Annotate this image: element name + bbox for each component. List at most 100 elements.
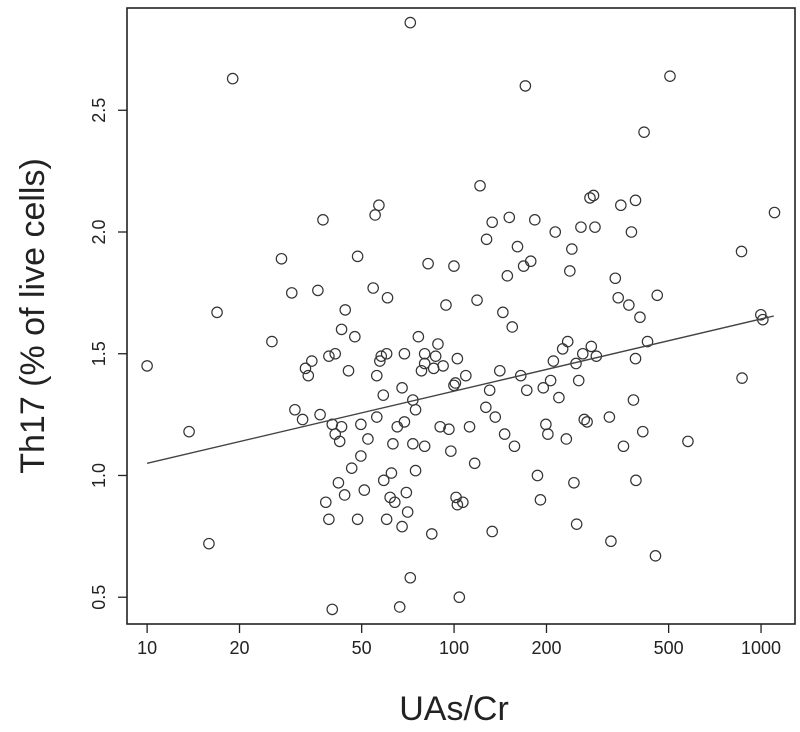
data-point [564, 265, 576, 277]
data-point [630, 474, 642, 487]
data-point [755, 308, 767, 321]
y-tick-label: 1.0 [89, 463, 109, 488]
data-point [544, 374, 557, 387]
data-point [514, 369, 527, 382]
data-point [289, 403, 301, 416]
data-point [362, 433, 374, 445]
data-point [448, 260, 460, 272]
data-point [443, 423, 455, 436]
data-point [412, 330, 425, 343]
x-axis: 10 20 50 100 200 500 1000 [137, 624, 781, 658]
data-point [576, 347, 589, 360]
data-point [457, 496, 469, 509]
data-point [370, 369, 383, 382]
data-point [380, 347, 393, 360]
x-tick-label: 10 [137, 638, 157, 658]
data-point [275, 252, 288, 265]
data-point [651, 289, 664, 302]
data-point [735, 245, 748, 258]
data-point [508, 440, 521, 453]
data-point [623, 299, 635, 311]
data-point [339, 304, 352, 316]
data-point [425, 528, 438, 540]
data-point [404, 571, 417, 584]
data-point [388, 496, 401, 509]
data-point [649, 550, 662, 562]
data-point [183, 425, 195, 438]
data-point [385, 467, 398, 479]
data-point [349, 330, 361, 343]
data-point [323, 513, 335, 526]
data-point [391, 420, 404, 433]
data-point [609, 272, 622, 285]
data-point [566, 243, 578, 255]
data-point [682, 435, 694, 448]
data-point [296, 413, 309, 426]
data-point [503, 211, 516, 224]
data-point [501, 270, 514, 282]
data-point [445, 445, 457, 457]
y-axis: 0.5 1.0 1.5 2.0 2.5 [89, 98, 127, 610]
data-point [326, 603, 339, 616]
data-point [266, 335, 278, 348]
data-point [226, 72, 239, 85]
data-point [375, 350, 388, 362]
trend-line [146, 315, 774, 464]
data-point [547, 355, 560, 367]
data-point [381, 291, 394, 304]
data-point [519, 80, 532, 92]
data-point [377, 474, 390, 487]
data-point [367, 282, 379, 294]
data-point [312, 284, 324, 297]
data-point [332, 476, 345, 489]
data-point [584, 192, 596, 204]
data-point [480, 233, 493, 246]
data-point [486, 216, 498, 229]
data-point [572, 374, 585, 387]
data-point [432, 338, 444, 350]
data-point [299, 362, 312, 375]
data-point [636, 425, 649, 438]
data-point [520, 384, 533, 397]
data-point [302, 369, 315, 382]
data-point [578, 413, 591, 426]
data-point [483, 384, 496, 397]
data-point [664, 70, 676, 82]
x-tick-label: 100 [439, 638, 469, 658]
data-point [537, 382, 550, 394]
data-point [440, 299, 452, 311]
data-point [736, 372, 748, 384]
data-point [629, 194, 642, 207]
data-point [489, 411, 502, 423]
data-points [141, 16, 781, 616]
data-point [612, 291, 625, 304]
data-point [531, 469, 544, 482]
x-tick-label: 500 [654, 638, 684, 658]
data-point [568, 476, 580, 489]
data-point [629, 352, 642, 365]
data-point [398, 347, 411, 360]
data-point [570, 518, 583, 530]
data-point [285, 287, 298, 299]
data-point [641, 335, 654, 348]
data-point [422, 257, 434, 270]
data-point [560, 433, 573, 445]
data-point [453, 591, 466, 604]
data-point [319, 496, 332, 509]
data-point [306, 355, 318, 367]
data-point [589, 221, 601, 233]
data-point [418, 357, 431, 370]
data-point [561, 335, 574, 348]
data-point [603, 411, 616, 423]
data-point [463, 420, 476, 433]
data-point [396, 382, 408, 394]
y-tick-label: 0.5 [89, 585, 109, 610]
data-point [374, 355, 386, 367]
data-point [380, 513, 393, 526]
data-point [323, 350, 335, 362]
data-point [351, 250, 364, 263]
data-point [542, 428, 554, 440]
y-tick-label: 1.5 [89, 341, 109, 366]
data-point [387, 438, 399, 450]
